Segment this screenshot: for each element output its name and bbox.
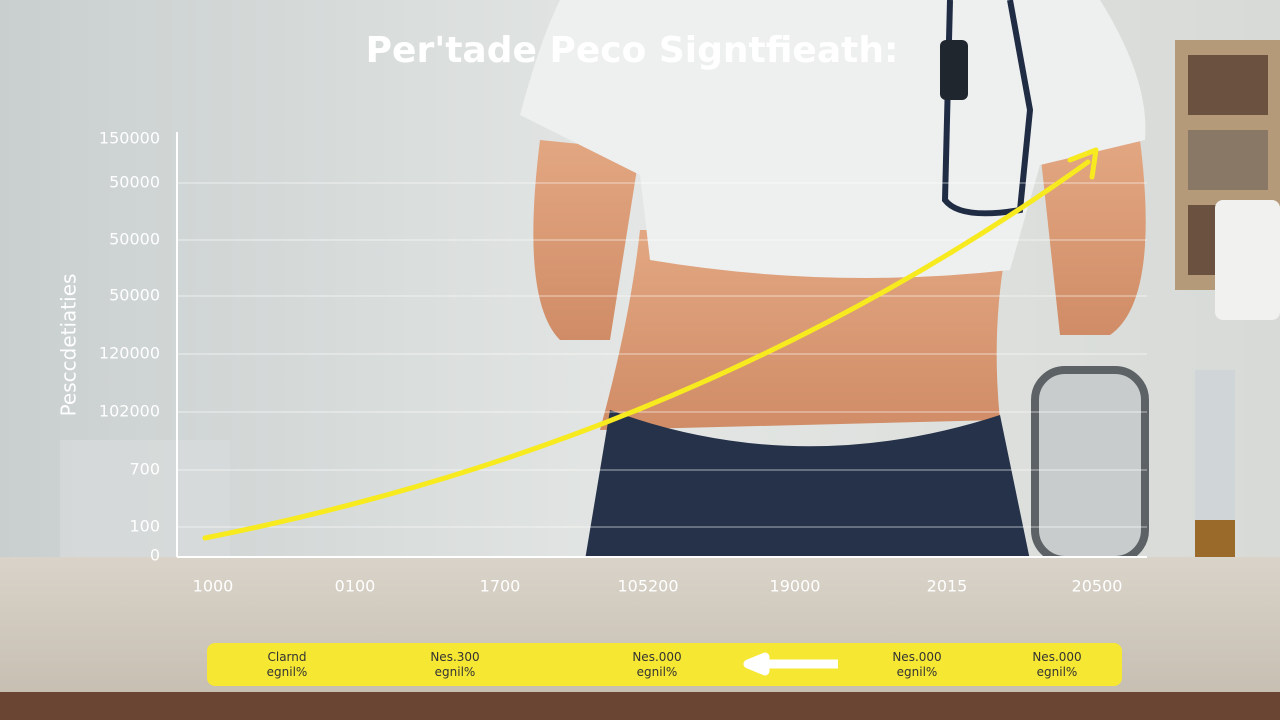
x-tick-label: 2015 <box>927 577 968 596</box>
x-tick-label: 1700 <box>480 577 521 596</box>
y-tick-label: 120000 <box>99 344 160 363</box>
chart-title: Per'tade Peco Signtfieath: <box>366 30 899 71</box>
x-tick-label: 20500 <box>1072 577 1123 596</box>
grid: 1500005000050000500001200001020007001000… <box>99 129 1147 596</box>
y-tick-label: 102000 <box>99 402 160 421</box>
legend-line: egnil% <box>1037 665 1078 679</box>
legend-line: Nes.000 <box>632 650 681 664</box>
y-tick-label: 100 <box>129 517 160 536</box>
y-tick-label: 50000 <box>109 286 160 305</box>
legend-line: Nes.300 <box>430 650 479 664</box>
legend-line: egnil% <box>267 665 308 679</box>
y-tick-label: 0 <box>150 546 160 565</box>
legend-arrow <box>743 652 838 676</box>
legend-line: egnil% <box>897 665 938 679</box>
y-tick-label: 50000 <box>109 230 160 249</box>
legend: Clarndegnil%Nes.300egnil%Nes.000egnil%Ne… <box>267 650 1082 679</box>
x-tick-label: 105200 <box>617 577 678 596</box>
legend-line: Clarnd <box>267 650 306 664</box>
y-tick-label: 700 <box>129 460 160 479</box>
x-tick-label: 0100 <box>335 577 376 596</box>
legend-line: egnil% <box>435 665 476 679</box>
legend-line: Nes.000 <box>1032 650 1081 664</box>
x-tick-label: 1000 <box>193 577 234 596</box>
x-tick-label: 19000 <box>770 577 821 596</box>
legend-bar <box>207 643 1122 686</box>
legend-line: egnil% <box>637 665 678 679</box>
trend-arrow <box>202 159 1091 541</box>
y-tick-label: 150000 <box>99 129 160 148</box>
legend-line: Nes.000 <box>892 650 941 664</box>
y-tick-label: 50000 <box>109 173 160 192</box>
y-axis-label: Pesccdetiaties <box>57 274 81 417</box>
arrow-head <box>1067 147 1099 180</box>
